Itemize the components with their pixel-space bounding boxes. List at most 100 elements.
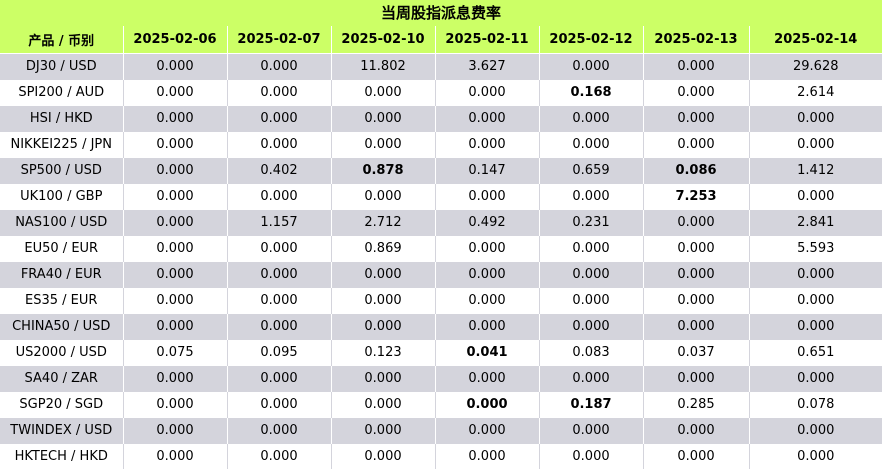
product-cell: FRA40 / EUR [0, 261, 123, 288]
header-row: 产品 / 币别 2025-02-06 2025-02-07 2025-02-10… [0, 26, 882, 54]
rate-cell: 0.231 [538, 209, 643, 236]
table-row: DJ30 / USD 0.000 0.000 11.802 3.627 0.000 0.00… [0, 53, 882, 80]
rate-cell: 0.000 [748, 443, 882, 469]
table-row: NAS100 / USD 0.000 1.157 2.712 0.492 0.231 0.0… [0, 209, 882, 236]
rate-cell: 0.402 [226, 157, 331, 184]
rate-cell: 2.712 [330, 209, 435, 236]
rate-cell: 0.000 [122, 391, 227, 418]
rate-cell: 0.000 [434, 183, 539, 210]
table-body: DJ30 / USD 0.000 0.000 11.802 3.627 0.000 0.00… [0, 53, 882, 469]
product-cell: US2000 / USD [0, 339, 123, 366]
rate-cell: 0.037 [642, 339, 749, 366]
column-header-date: 2025-02-12 [538, 26, 643, 54]
rate-cell: 0.000 [226, 53, 331, 80]
rate-cell: 0.147 [434, 157, 539, 184]
rate-cell: 0.000 [642, 443, 749, 469]
rate-cell: 0.000 [226, 313, 331, 340]
rate-cell: 0.123 [330, 339, 435, 366]
product-cell: NIKKEI225 / JPN [0, 131, 123, 158]
column-header-date: 2025-02-13 [642, 26, 749, 54]
rate-cell: 0.000 [642, 365, 749, 392]
rate-cell: 5.593 [748, 235, 882, 262]
rate-cell: 0.000 [226, 417, 331, 444]
rate-cell: 0.187 [538, 391, 643, 418]
rate-cell: 0.000 [538, 417, 643, 444]
rate-cell: 0.000 [434, 131, 539, 158]
rate-cell: 0.000 [538, 313, 643, 340]
rate-cell: 0.075 [122, 339, 227, 366]
rate-cell: 0.000 [122, 209, 227, 236]
rate-cell: 1.157 [226, 209, 331, 236]
product-cell: ES35 / EUR [0, 287, 123, 314]
rate-cell: 0.000 [434, 365, 539, 392]
table-row: SPI200 / AUD 0.000 0.000 0.000 0.000 0.168 0.0… [0, 79, 882, 106]
rate-cell: 0.000 [330, 287, 435, 314]
rate-cell: 0.000 [226, 443, 331, 469]
rate-cell: 0.000 [226, 183, 331, 210]
rate-cell: 0.000 [748, 261, 882, 288]
rate-cell: 3.627 [434, 53, 539, 80]
rate-cell: 0.000 [330, 79, 435, 106]
rate-cell: 0.878 [330, 157, 435, 184]
table-row: US2000 / USD 0.075 0.095 0.123 0.041 0.083 0.0… [0, 339, 882, 366]
rate-cell: 0.000 [642, 53, 749, 80]
product-cell: EU50 / EUR [0, 235, 123, 262]
rate-cell: 0.000 [538, 53, 643, 80]
rate-cell: 0.000 [226, 261, 331, 288]
rate-cell: 0.000 [748, 183, 882, 210]
rate-cell: 7.253 [642, 183, 749, 210]
rate-cell: 0.651 [748, 339, 882, 366]
rate-cell: 0.000 [434, 79, 539, 106]
rate-cell: 0.000 [226, 235, 331, 262]
rate-cell: 0.000 [330, 261, 435, 288]
rate-cell: 0.086 [642, 157, 749, 184]
rate-cell: 0.000 [748, 287, 882, 314]
rate-cell: 0.000 [122, 443, 227, 469]
rate-cell: 0.000 [434, 287, 539, 314]
rate-cell: 2.841 [748, 209, 882, 236]
table-row: SA40 / ZAR 0.000 0.000 0.000 0.000 0.000 0.000… [0, 365, 882, 392]
rate-cell: 0.000 [748, 313, 882, 340]
rate-cell: 0.000 [748, 417, 882, 444]
table-row: CHINA50 / USD 0.000 0.000 0.000 0.000 0.000 0.… [0, 313, 882, 340]
rate-cell: 0.000 [538, 443, 643, 469]
rate-cell: 0.000 [122, 183, 227, 210]
table-row: SGP20 / SGD 0.000 0.000 0.000 0.000 0.187 0.28… [0, 391, 882, 418]
rate-cell: 0.000 [538, 183, 643, 210]
rate-cell: 0.000 [642, 313, 749, 340]
product-cell: SA40 / ZAR [0, 365, 123, 392]
product-cell: CHINA50 / USD [0, 313, 123, 340]
rate-cell: 29.628 [748, 53, 882, 80]
table-title: 当周股指派息费率 [0, 0, 882, 26]
rate-cell: 0.000 [642, 209, 749, 236]
rate-cell: 0.000 [122, 157, 227, 184]
rate-cell: 0.000 [642, 417, 749, 444]
rate-cell: 0.285 [642, 391, 749, 418]
table-row: HSI / HKD 0.000 0.000 0.000 0.000 0.000 0.000 0… [0, 105, 882, 132]
rate-cell: 0.000 [330, 131, 435, 158]
rate-cell: 0.000 [122, 53, 227, 80]
table-row: UK100 / GBP 0.000 0.000 0.000 0.000 0.000 7.25… [0, 183, 882, 210]
rate-cell: 0.000 [330, 105, 435, 132]
rate-cell: 0.000 [330, 391, 435, 418]
rate-cell: 0.000 [226, 287, 331, 314]
rate-cell: 0.000 [226, 391, 331, 418]
product-cell: DJ30 / USD [0, 53, 123, 80]
product-cell: NAS100 / USD [0, 209, 123, 236]
rate-cell: 0.000 [642, 287, 749, 314]
product-cell: SPI200 / AUD [0, 79, 123, 106]
rate-cell: 0.000 [122, 235, 227, 262]
rate-cell: 0.000 [642, 261, 749, 288]
rate-cell: 0.000 [538, 131, 643, 158]
rate-cell: 0.000 [226, 365, 331, 392]
rate-cell: 0.000 [538, 365, 643, 392]
rate-cell: 0.000 [748, 365, 882, 392]
rate-cell: 0.000 [434, 391, 539, 418]
table-row: FRA40 / EUR 0.000 0.000 0.000 0.000 0.000 0.00… [0, 261, 882, 288]
rate-cell: 0.000 [434, 313, 539, 340]
rate-cell: 0.000 [226, 105, 331, 132]
rate-cell: 0.000 [226, 79, 331, 106]
column-header-date: 2025-02-14 [748, 26, 882, 54]
product-cell: HKTECH / HKD [0, 443, 123, 469]
